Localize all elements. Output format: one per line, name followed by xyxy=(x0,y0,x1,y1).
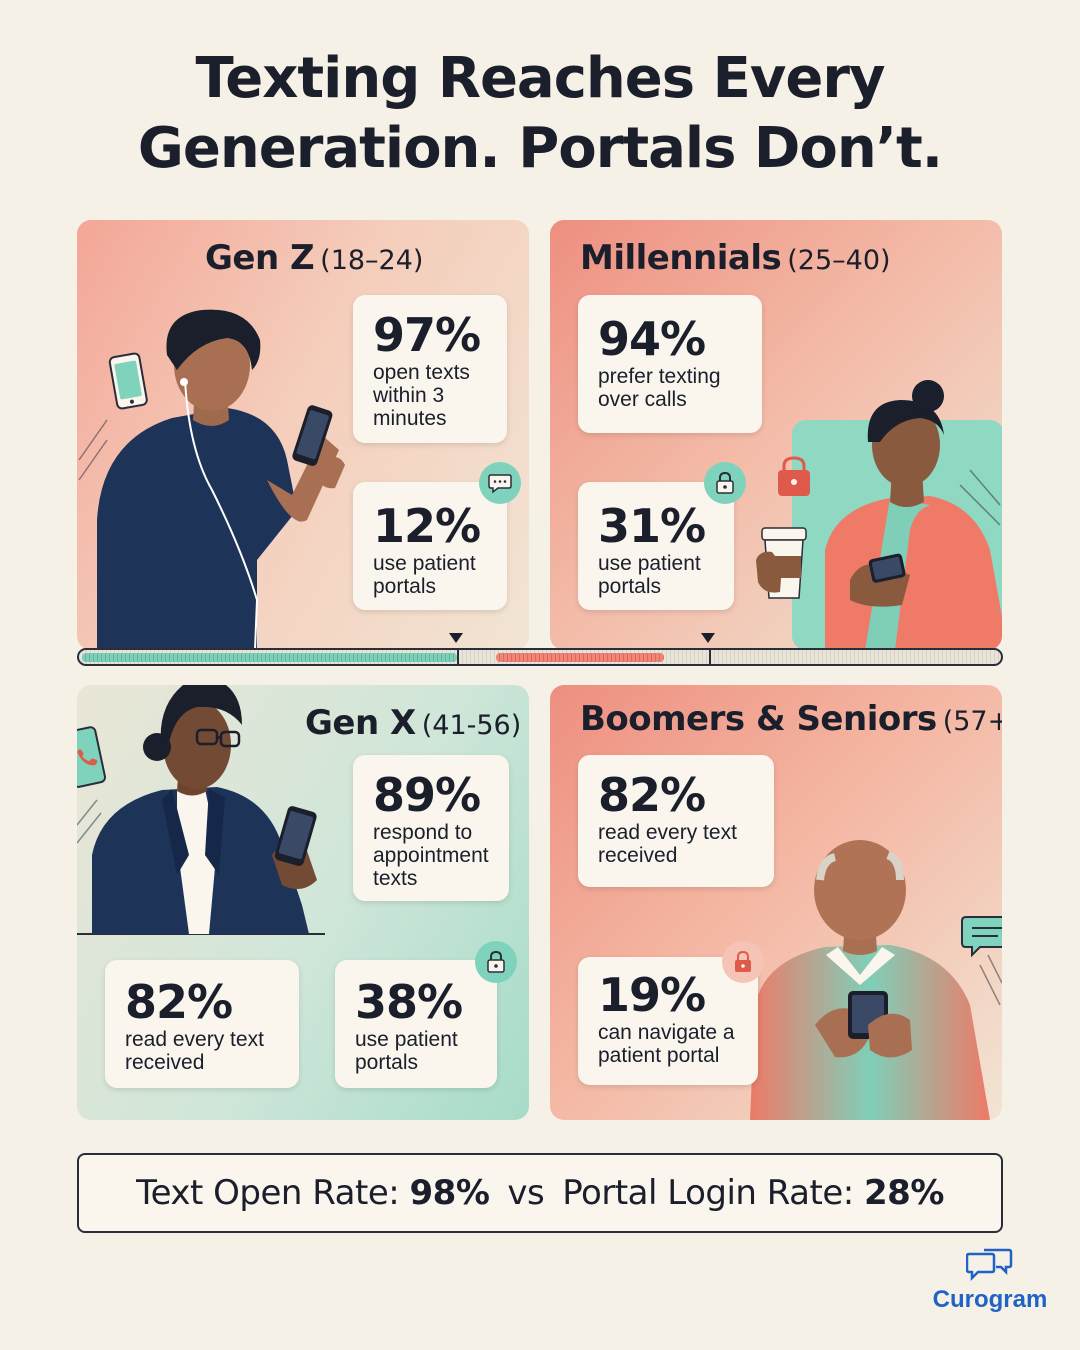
stat-label-line: use patient xyxy=(598,552,701,575)
stat-label-line: use patient xyxy=(355,1028,458,1051)
stat-label-line: appointment xyxy=(373,844,489,867)
stat-label-line: received xyxy=(598,844,678,867)
stat-label-line: portals xyxy=(373,575,437,598)
stat-label-line: portals xyxy=(355,1051,419,1074)
stat-label-line: read every text xyxy=(125,1028,264,1051)
title-line-1: Texting Reaches Every xyxy=(195,46,886,111)
stat-label-line: open texts xyxy=(373,361,470,384)
boomers-stat-card-1: 82% read every text received xyxy=(578,755,774,887)
timeline-divider xyxy=(457,650,459,664)
stat-label: read every text received xyxy=(125,1028,283,1074)
stat-label: read every text received xyxy=(598,821,758,867)
millennial-person-illustration xyxy=(756,380,1002,650)
stat-label-line: patient portal xyxy=(598,1044,720,1067)
timeline-marker-icon xyxy=(701,633,715,643)
panel-millennials: Millennials (25–40) 94% prefer texting ov… xyxy=(550,220,1002,650)
message-bubble-icon xyxy=(961,916,1002,958)
stat-label: open texts within 3 minutes xyxy=(373,361,491,430)
chat-bubbles-icon xyxy=(966,1248,1013,1282)
gen-x-person-illustration xyxy=(77,685,325,935)
panel-boomers-seniors: Boomers & Seniors(57+) 82% read every te… xyxy=(550,685,1002,1120)
stat-label-line: minutes xyxy=(373,407,447,430)
senior-person-illustration xyxy=(750,840,1002,1120)
stat-label: prefer texting over calls xyxy=(598,365,746,411)
gen-x-name: Gen X xyxy=(305,703,416,743)
text-open-rate-label: Text Open Rate: xyxy=(136,1173,400,1213)
timeline-segment-teal xyxy=(82,653,457,662)
stat-label-line: use patient xyxy=(373,552,476,575)
stat-label: use patient portals xyxy=(373,552,491,598)
stat-value: 19% xyxy=(598,968,706,1022)
boomers-heading: Boomers & Seniors(57+) xyxy=(580,699,1002,739)
chat-bubble-icon xyxy=(479,462,521,504)
timeline-marker-icon xyxy=(449,633,463,643)
millennials-stat-card-1: 94% prefer texting over calls xyxy=(578,295,762,433)
lock-icon xyxy=(722,941,764,983)
stat-label-line: respond to xyxy=(373,821,473,844)
stat-value: 82% xyxy=(598,768,706,822)
gen-z-range: (18–24) xyxy=(320,245,424,276)
portal-login-rate-value: 28% xyxy=(864,1173,944,1213)
millennials-heading: Millennials (25–40) xyxy=(580,238,891,278)
lock-icon xyxy=(475,941,517,983)
gen-z-stat-card-1: 97% open texts within 3 minutes xyxy=(353,295,507,443)
stat-label-line: texts xyxy=(373,867,418,890)
stat-label-line: over calls xyxy=(598,388,687,411)
timeline-divider xyxy=(709,650,711,664)
stat-value: 38% xyxy=(355,975,463,1029)
stat-label: respond to appointment texts xyxy=(373,821,493,890)
lock-icon xyxy=(704,462,746,504)
stat-label: use patient portals xyxy=(355,1028,481,1074)
stat-value: 82% xyxy=(125,975,233,1029)
stat-value: 31% xyxy=(598,499,706,553)
phone-call-icon xyxy=(77,726,107,788)
brand-name: Curogram xyxy=(932,1286,1048,1313)
portal-login-rate-label: Portal Login Rate: xyxy=(562,1173,854,1213)
gen-z-stat-card-2: 12% use patient portals xyxy=(353,482,507,610)
lock-icon xyxy=(778,456,810,496)
floating-phone-icon xyxy=(108,352,148,410)
boomers-range: (57+) xyxy=(942,706,1002,737)
rate-comparison-banner: Text Open Rate: 98% vs Portal Login Rate… xyxy=(77,1153,1003,1233)
stat-label-line: within 3 xyxy=(373,384,445,407)
stat-value: 94% xyxy=(598,312,706,366)
boomers-name: Boomers & Seniors xyxy=(580,699,937,739)
gen-x-stat-card-1: 89% respond to appointment texts xyxy=(353,755,509,901)
boomers-stat-card-2: 19% can navigate a patient portal xyxy=(578,957,758,1085)
stat-label-line: read every text xyxy=(598,821,737,844)
panel-gen-z: Gen Z (18–24) 97% open texts within 3 min… xyxy=(77,220,529,650)
stat-value: 97% xyxy=(373,308,481,362)
millennials-stat-card-2: 31% use patient portals xyxy=(578,482,734,610)
gen-x-range: (41-56) xyxy=(421,710,522,741)
gen-z-person-illustration xyxy=(78,309,345,650)
stat-label-line: portals xyxy=(598,575,662,598)
stat-label-line: can navigate a xyxy=(598,1021,735,1044)
millennials-name: Millennials xyxy=(580,238,782,278)
curogram-logo: Curogram xyxy=(926,1248,1054,1314)
gen-x-stat-card-2: 82% read every text received xyxy=(105,960,299,1088)
stat-label-line: prefer texting xyxy=(598,365,721,388)
stat-label-line: received xyxy=(125,1051,205,1074)
gen-z-heading: Gen Z (18–24) xyxy=(205,238,423,278)
title-line-2: Generation. Portals Don’t. xyxy=(137,116,943,181)
timeline-segment-red xyxy=(496,653,664,662)
stat-value: 12% xyxy=(373,499,481,553)
panel-gen-x: Gen X (41-56) 89% respond to appointment … xyxy=(77,685,529,1120)
gen-x-stat-card-3: 38% use patient portals xyxy=(335,960,497,1088)
stat-label: can navigate a patient portal xyxy=(598,1021,742,1067)
generation-timeline xyxy=(77,648,1003,666)
millennials-range: (25–40) xyxy=(787,245,891,276)
stat-label: use patient portals xyxy=(598,552,718,598)
gen-x-heading: Gen X (41-56) xyxy=(305,703,521,743)
text-open-rate-value: 98% xyxy=(409,1173,490,1213)
page-title: Texting Reaches Every Generation. Portal… xyxy=(0,44,1080,184)
stat-value: 89% xyxy=(373,768,481,822)
gen-z-name: Gen Z xyxy=(205,238,315,278)
versus-label: vs xyxy=(507,1173,545,1213)
